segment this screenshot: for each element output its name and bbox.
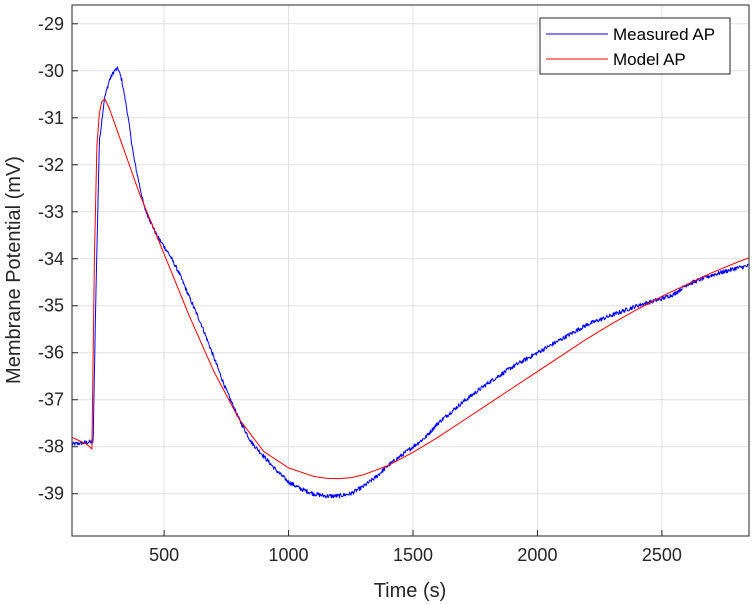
legend-label-measured: Measured AP [613, 25, 715, 44]
x-tick-label: 1000 [269, 545, 309, 565]
plot-frame [71, 4, 750, 537]
plot-area [72, 5, 749, 536]
grid-lines [72, 5, 749, 536]
y-tick-label: -36 [38, 343, 64, 363]
y-tick-label: -39 [38, 484, 64, 504]
y-tick-label: -33 [38, 202, 64, 222]
y-tick-label: -31 [38, 108, 64, 128]
series-line-model-ap [72, 98, 749, 480]
legend-box [539, 17, 731, 75]
x-tick-label: 2500 [642, 545, 682, 565]
x-tick-label: 1500 [393, 545, 433, 565]
y-tick-label: -35 [38, 296, 64, 316]
x-axis-label: Time (s) [374, 580, 447, 602]
legend: Measured AP Model AP [539, 17, 731, 75]
x-tick-label: 2000 [517, 545, 557, 565]
x-axis-ticks: 500 1000 1500 2000 2500 [149, 530, 682, 565]
legend-label-model: Model AP [613, 50, 686, 69]
y-tick-label: -32 [38, 155, 64, 175]
y-tick-label: -29 [38, 14, 64, 34]
y-tick-label: -30 [38, 61, 64, 81]
x-tick-label: 500 [149, 545, 179, 565]
series-line-measured-ap [72, 66, 749, 499]
y-axis-ticks: -39 -38 -37 -36 -35 -34 -33 -32 -31 -30 -29 [38, 14, 78, 504]
y-axis-label: Membrane Potential (mV) [3, 156, 25, 384]
series-layer [72, 66, 749, 499]
y-tick-label: -38 [38, 437, 64, 457]
y-tick-label: -37 [38, 390, 64, 410]
y-tick-label: -34 [38, 249, 64, 269]
